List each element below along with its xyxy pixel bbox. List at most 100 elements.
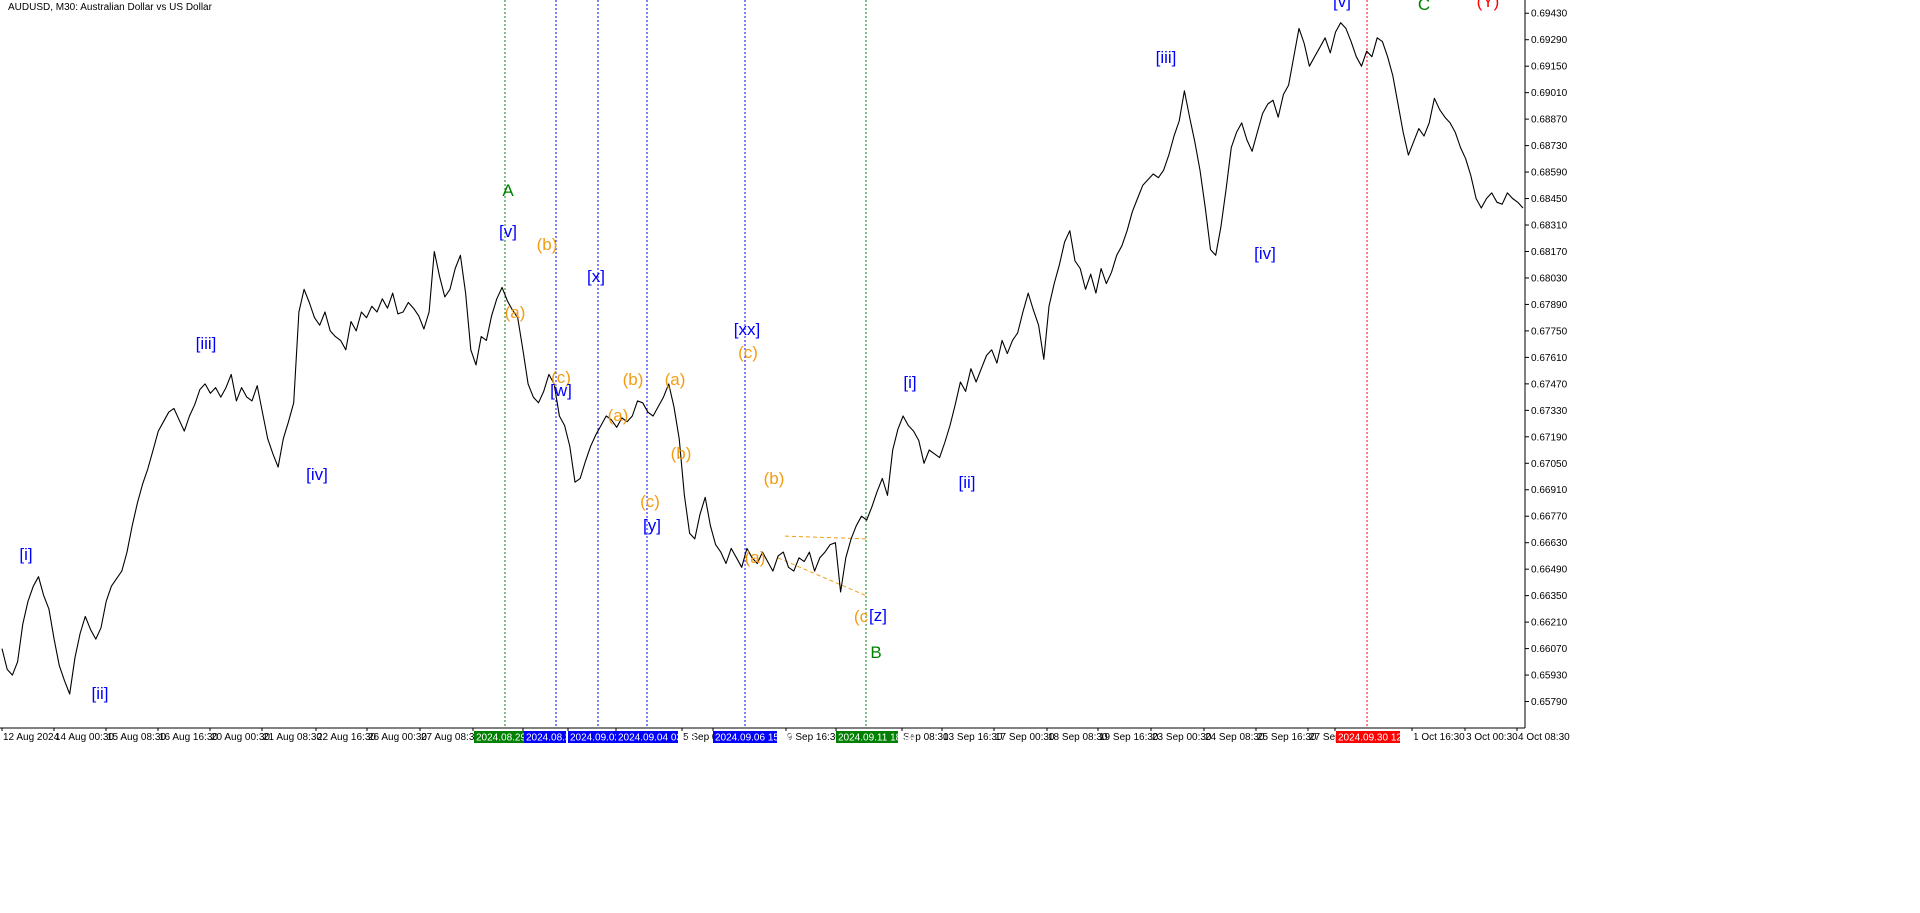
price-tick-label: 0.69290 bbox=[1531, 35, 1568, 46]
price-tick-label: 0.65930 bbox=[1531, 671, 1568, 682]
time-tick-label: 27 Sep bbox=[1309, 732, 1341, 743]
time-tick-label: 4 Oct 08:30 bbox=[1518, 732, 1570, 743]
price-tick-label: 0.65790 bbox=[1531, 697, 1568, 708]
wave-label-22: [z] bbox=[869, 606, 887, 625]
time-tick-label: 16 Aug 16:30 bbox=[159, 732, 218, 743]
wave-label-13: (a) bbox=[665, 370, 686, 389]
price-tick-label: 0.68310 bbox=[1531, 221, 1568, 232]
price-series bbox=[1, 22, 1524, 695]
time-tick-label: 1 Oct 16:30 bbox=[1413, 732, 1465, 743]
price-tick-label: 0.68870 bbox=[1531, 115, 1568, 126]
time-highlight-label: 2024.09.02 21 bbox=[570, 733, 634, 744]
time-highlight-label: 2024.08.29 12 bbox=[476, 733, 540, 744]
price-tick-label: 0.67190 bbox=[1531, 432, 1568, 443]
time-highlight-label: 2024.09.30 12:00 bbox=[1338, 733, 1416, 744]
wave-label-4: A bbox=[502, 181, 514, 200]
wave-label-30: (Y) bbox=[1477, 0, 1500, 11]
time-tick-label: 21 Aug 08:30 bbox=[263, 732, 322, 743]
time-highlight-label: 2024.09.04 03:45 bbox=[618, 733, 696, 744]
price-tick-label: 0.68450 bbox=[1531, 194, 1568, 205]
wave-label-8: (c) bbox=[551, 368, 571, 387]
price-tick-label: 0.67610 bbox=[1531, 353, 1568, 364]
time-highlight-box bbox=[568, 731, 616, 743]
wave-label-11: (a) bbox=[608, 406, 629, 425]
wave-label-25: [ii] bbox=[959, 473, 976, 492]
wave-label-27: [iv] bbox=[1254, 244, 1276, 263]
time-highlight-box bbox=[713, 731, 777, 743]
wave-label-1: [ii] bbox=[92, 684, 109, 703]
price-tick-label: 0.66910 bbox=[1531, 485, 1568, 496]
time-highlight-box bbox=[836, 731, 898, 743]
time-tick-label: 17 Sep 00:30 bbox=[995, 732, 1055, 743]
time-tick-label: 15 Aug 08:30 bbox=[107, 732, 166, 743]
wave-label-6: (a) bbox=[505, 303, 526, 322]
price-tick-label: 0.67330 bbox=[1531, 406, 1568, 417]
time-highlight-label: 2024.09.06 15:30 bbox=[715, 733, 793, 744]
time-tick-label: 19 Sep 16:30 bbox=[1099, 732, 1159, 743]
price-tick-label: 0.67890 bbox=[1531, 300, 1568, 311]
time-tick-label: Sep 08:30 bbox=[903, 732, 949, 743]
wave-label-20: (a) bbox=[745, 548, 766, 567]
time-tick-label: 25 Sep 16:30 bbox=[1257, 732, 1317, 743]
wave-label-10: [x] bbox=[587, 267, 605, 286]
price-tick-label: 0.66770 bbox=[1531, 512, 1568, 523]
time-highlight-label: 2024.09.11 18:00 bbox=[838, 733, 916, 744]
time-highlight-label: 2024.08.30 bbox=[526, 733, 576, 744]
time-tick-label: 27 Aug 08:30 bbox=[421, 732, 480, 743]
wave-label-19: (b) bbox=[764, 469, 785, 488]
time-tick-label: 20 Aug 00:30 bbox=[211, 732, 270, 743]
price-tick-label: 0.66350 bbox=[1531, 591, 1568, 602]
time-highlight-box bbox=[1336, 731, 1400, 743]
time-highlight-box bbox=[524, 731, 566, 743]
wave-label-14: (b) bbox=[671, 444, 692, 463]
wave-label-2: [iii] bbox=[196, 334, 217, 353]
price-tick-label: 0.68590 bbox=[1531, 168, 1568, 179]
wave-label-23: B bbox=[870, 643, 881, 662]
wave-annotations: [i][ii][iii][iv]A[v](a)(b)(c)[w][x](a)(b… bbox=[19, 0, 1499, 703]
price-tick-label: 0.66070 bbox=[1531, 644, 1568, 655]
triangle-trend-lines bbox=[777, 535, 867, 597]
wave-label-26: [iii] bbox=[1156, 48, 1177, 67]
price-tick-label: 0.66630 bbox=[1531, 538, 1568, 549]
price-tick-label: 0.67470 bbox=[1531, 379, 1568, 390]
time-tick-label: 14 Aug 00:30 bbox=[55, 732, 114, 743]
wave-label-15: (c) bbox=[640, 492, 660, 511]
wave-label-24: [i] bbox=[903, 373, 916, 392]
wave-label-18: (c) bbox=[738, 343, 758, 362]
time-tick-label: 9 Sep 16:30 bbox=[787, 732, 841, 743]
price-tick-label: 0.66210 bbox=[1531, 618, 1568, 629]
vertical-marker-lines bbox=[504, 0, 1368, 728]
price-tick-label: 0.66490 bbox=[1531, 565, 1568, 576]
price-tick-label: 0.68730 bbox=[1531, 141, 1568, 152]
price-tick-label: 0.69010 bbox=[1531, 88, 1568, 99]
time-tick-label: 26 Aug 00:30 bbox=[368, 732, 427, 743]
wave-label-17: [xx] bbox=[734, 320, 760, 339]
wave-label-3: [iv] bbox=[306, 465, 328, 484]
price-tick-label: 0.69430 bbox=[1531, 9, 1568, 20]
time-highlight-box bbox=[474, 731, 528, 743]
price-tick-label: 0.68170 bbox=[1531, 247, 1568, 258]
time-tick-label: 18 Sep 08:30 bbox=[1048, 732, 1108, 743]
time-highlight-box bbox=[616, 731, 678, 743]
wave-label-7: (b) bbox=[537, 235, 558, 254]
time-tick-label: 23 Sep 00:30 bbox=[1152, 732, 1212, 743]
time-tick-label: 13 Sep 16:30 bbox=[943, 732, 1003, 743]
price-tick-label: 0.67050 bbox=[1531, 459, 1568, 470]
price-tick-label: 0.68030 bbox=[1531, 273, 1568, 284]
time-tick-label: 22 Aug 16:30 bbox=[317, 732, 376, 743]
wave-label-21: (c bbox=[854, 607, 869, 626]
wave-label-16: [y] bbox=[643, 516, 661, 535]
trend-line-1 bbox=[777, 557, 867, 597]
price-axis: 0.69430 0.69290 0.69150 0.69010 0.68870 0.687… bbox=[1524, 0, 1568, 728]
wave-label-29: C bbox=[1418, 0, 1430, 14]
time-tick-label: 24 Sep 08:30 bbox=[1205, 732, 1265, 743]
price-tick-label: 0.69150 bbox=[1531, 62, 1568, 73]
time-tick-label: 5 Sep 00: bbox=[683, 732, 726, 743]
wave-label-12: (b) bbox=[623, 370, 644, 389]
price-tick-label: 0.67750 bbox=[1531, 326, 1568, 337]
price-line bbox=[1, 22, 1524, 695]
chart-title: AUDUSD, M30: Australian Dollar vs US Dol… bbox=[8, 2, 213, 13]
time-tick-label: 12 Aug 2024 bbox=[3, 732, 60, 743]
